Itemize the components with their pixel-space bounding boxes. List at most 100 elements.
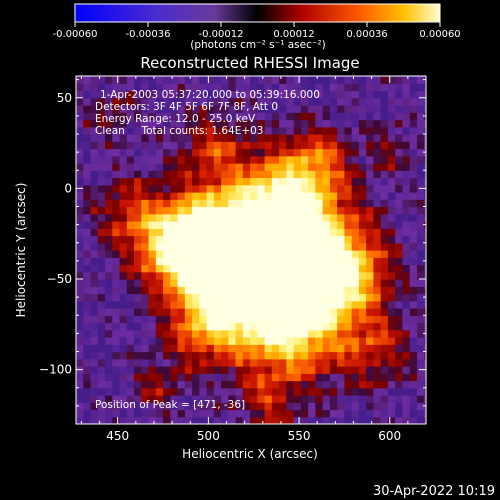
heatmap-pixel bbox=[83, 126, 92, 135]
heatmap-pixel bbox=[300, 271, 309, 280]
heatmap-pixel bbox=[315, 351, 324, 360]
heatmap-pixel bbox=[286, 119, 295, 128]
heatmap-pixel bbox=[148, 199, 157, 208]
heatmap-pixel bbox=[366, 279, 375, 287]
heatmap-pixel bbox=[373, 293, 382, 302]
heatmap-pixel bbox=[279, 387, 287, 396]
heatmap-pixel bbox=[170, 213, 179, 222]
heatmap-pixel bbox=[315, 213, 324, 222]
heatmap-pixel bbox=[184, 199, 193, 208]
heatmap-pixel bbox=[213, 366, 222, 374]
heatmap-pixel bbox=[300, 358, 309, 367]
heatmap-pixel bbox=[257, 344, 266, 353]
heatmap-pixel bbox=[322, 286, 331, 295]
heatmap-pixel bbox=[315, 177, 324, 186]
heatmap-pixel bbox=[264, 213, 273, 222]
heatmap-pixel bbox=[315, 184, 324, 193]
heatmap-pixel bbox=[242, 155, 251, 164]
heatmap-pixel bbox=[293, 90, 302, 99]
heatmap-pixel bbox=[163, 271, 171, 280]
heatmap-pixel bbox=[264, 206, 273, 215]
heatmap-pixel bbox=[97, 206, 106, 215]
heatmap-pixel bbox=[199, 358, 208, 367]
heatmap-pixel bbox=[119, 228, 128, 237]
heatmap-pixel bbox=[387, 97, 396, 106]
heatmap-pixel bbox=[344, 286, 353, 295]
heatmap-pixel bbox=[134, 395, 142, 403]
heatmap-pixel bbox=[322, 395, 331, 403]
heatmap-pixel bbox=[387, 170, 396, 179]
heatmap-pixel bbox=[344, 192, 353, 200]
heatmap-pixel bbox=[213, 416, 222, 424]
heatmap-pixel bbox=[409, 271, 418, 280]
heatmap-pixel bbox=[163, 373, 171, 382]
heatmap-pixel bbox=[409, 409, 418, 418]
heatmap-pixel bbox=[192, 192, 200, 200]
heatmap-pixel bbox=[192, 126, 200, 135]
heatmap-pixel bbox=[402, 184, 411, 193]
heatmap-pixel bbox=[119, 83, 128, 92]
heatmap-pixel bbox=[344, 373, 353, 382]
heatmap-pixel bbox=[322, 235, 331, 244]
heatmap-pixel bbox=[351, 148, 360, 157]
heatmap-pixel bbox=[184, 315, 193, 324]
heatmap-pixel bbox=[329, 337, 338, 345]
heatmap-pixel bbox=[126, 199, 135, 208]
heatmap-pixel bbox=[148, 300, 157, 309]
heatmap-pixel bbox=[148, 409, 157, 418]
heatmap-pixel bbox=[206, 257, 215, 266]
heatmap-pixel bbox=[97, 395, 106, 403]
heatmap-pixel bbox=[192, 206, 200, 215]
heatmap-pixel bbox=[387, 329, 396, 338]
heatmap-pixel bbox=[177, 257, 186, 266]
heatmap-pixel bbox=[228, 141, 237, 150]
heatmap-pixel bbox=[395, 112, 404, 121]
heatmap-pixel bbox=[366, 163, 375, 171]
heatmap-pixel bbox=[315, 119, 324, 128]
heatmap-pixel bbox=[184, 402, 193, 411]
heatmap-pixel bbox=[177, 141, 186, 150]
heatmap-pixel bbox=[344, 235, 353, 244]
heatmap-pixel bbox=[119, 308, 128, 316]
heatmap-pixel bbox=[199, 293, 208, 302]
heatmap-pixel bbox=[351, 192, 360, 200]
heatmap-pixel bbox=[242, 228, 251, 237]
heatmap-pixel bbox=[105, 373, 113, 382]
heatmap-pixel bbox=[271, 358, 280, 367]
colorbar-tick-label: 0.00036 bbox=[346, 29, 387, 40]
heatmap-pixel bbox=[257, 250, 266, 258]
heatmap-pixel bbox=[134, 387, 142, 396]
heatmap-pixel bbox=[380, 322, 389, 331]
heatmap-pixel bbox=[235, 380, 244, 389]
heatmap-pixel bbox=[242, 112, 251, 121]
heatmap-pixel bbox=[155, 119, 164, 128]
heatmap-pixel bbox=[192, 213, 200, 222]
heatmap-pixel bbox=[112, 366, 121, 374]
heatmap-pixel bbox=[416, 257, 425, 266]
heatmap-pixel bbox=[90, 97, 99, 106]
heatmap-pixel bbox=[242, 337, 251, 345]
heatmap-pixel bbox=[329, 242, 338, 251]
heatmap-pixel bbox=[242, 126, 251, 135]
heatmap-pixel bbox=[235, 206, 244, 215]
heatmap-pixel bbox=[293, 300, 302, 309]
heatmap-pixel bbox=[83, 90, 92, 99]
heatmap-pixel bbox=[134, 264, 142, 273]
heatmap-pixel bbox=[416, 293, 425, 302]
heatmap-pixel bbox=[192, 402, 200, 411]
heatmap-pixel bbox=[358, 177, 367, 186]
heatmap-pixel bbox=[250, 206, 258, 215]
heatmap-pixel bbox=[293, 409, 302, 418]
heatmap-pixel bbox=[366, 141, 375, 150]
heatmap-pixel bbox=[119, 286, 128, 295]
heatmap-pixel bbox=[170, 286, 179, 295]
heatmap-pixel bbox=[213, 300, 222, 309]
heatmap-pixel bbox=[76, 119, 84, 128]
heatmap-pixel bbox=[257, 134, 266, 142]
heatmap-pixel bbox=[322, 192, 331, 200]
heatmap-pixel bbox=[83, 402, 92, 411]
heatmap-pixel bbox=[148, 112, 157, 121]
heatmap-pixel bbox=[163, 141, 171, 150]
heatmap-pixel bbox=[134, 286, 142, 295]
